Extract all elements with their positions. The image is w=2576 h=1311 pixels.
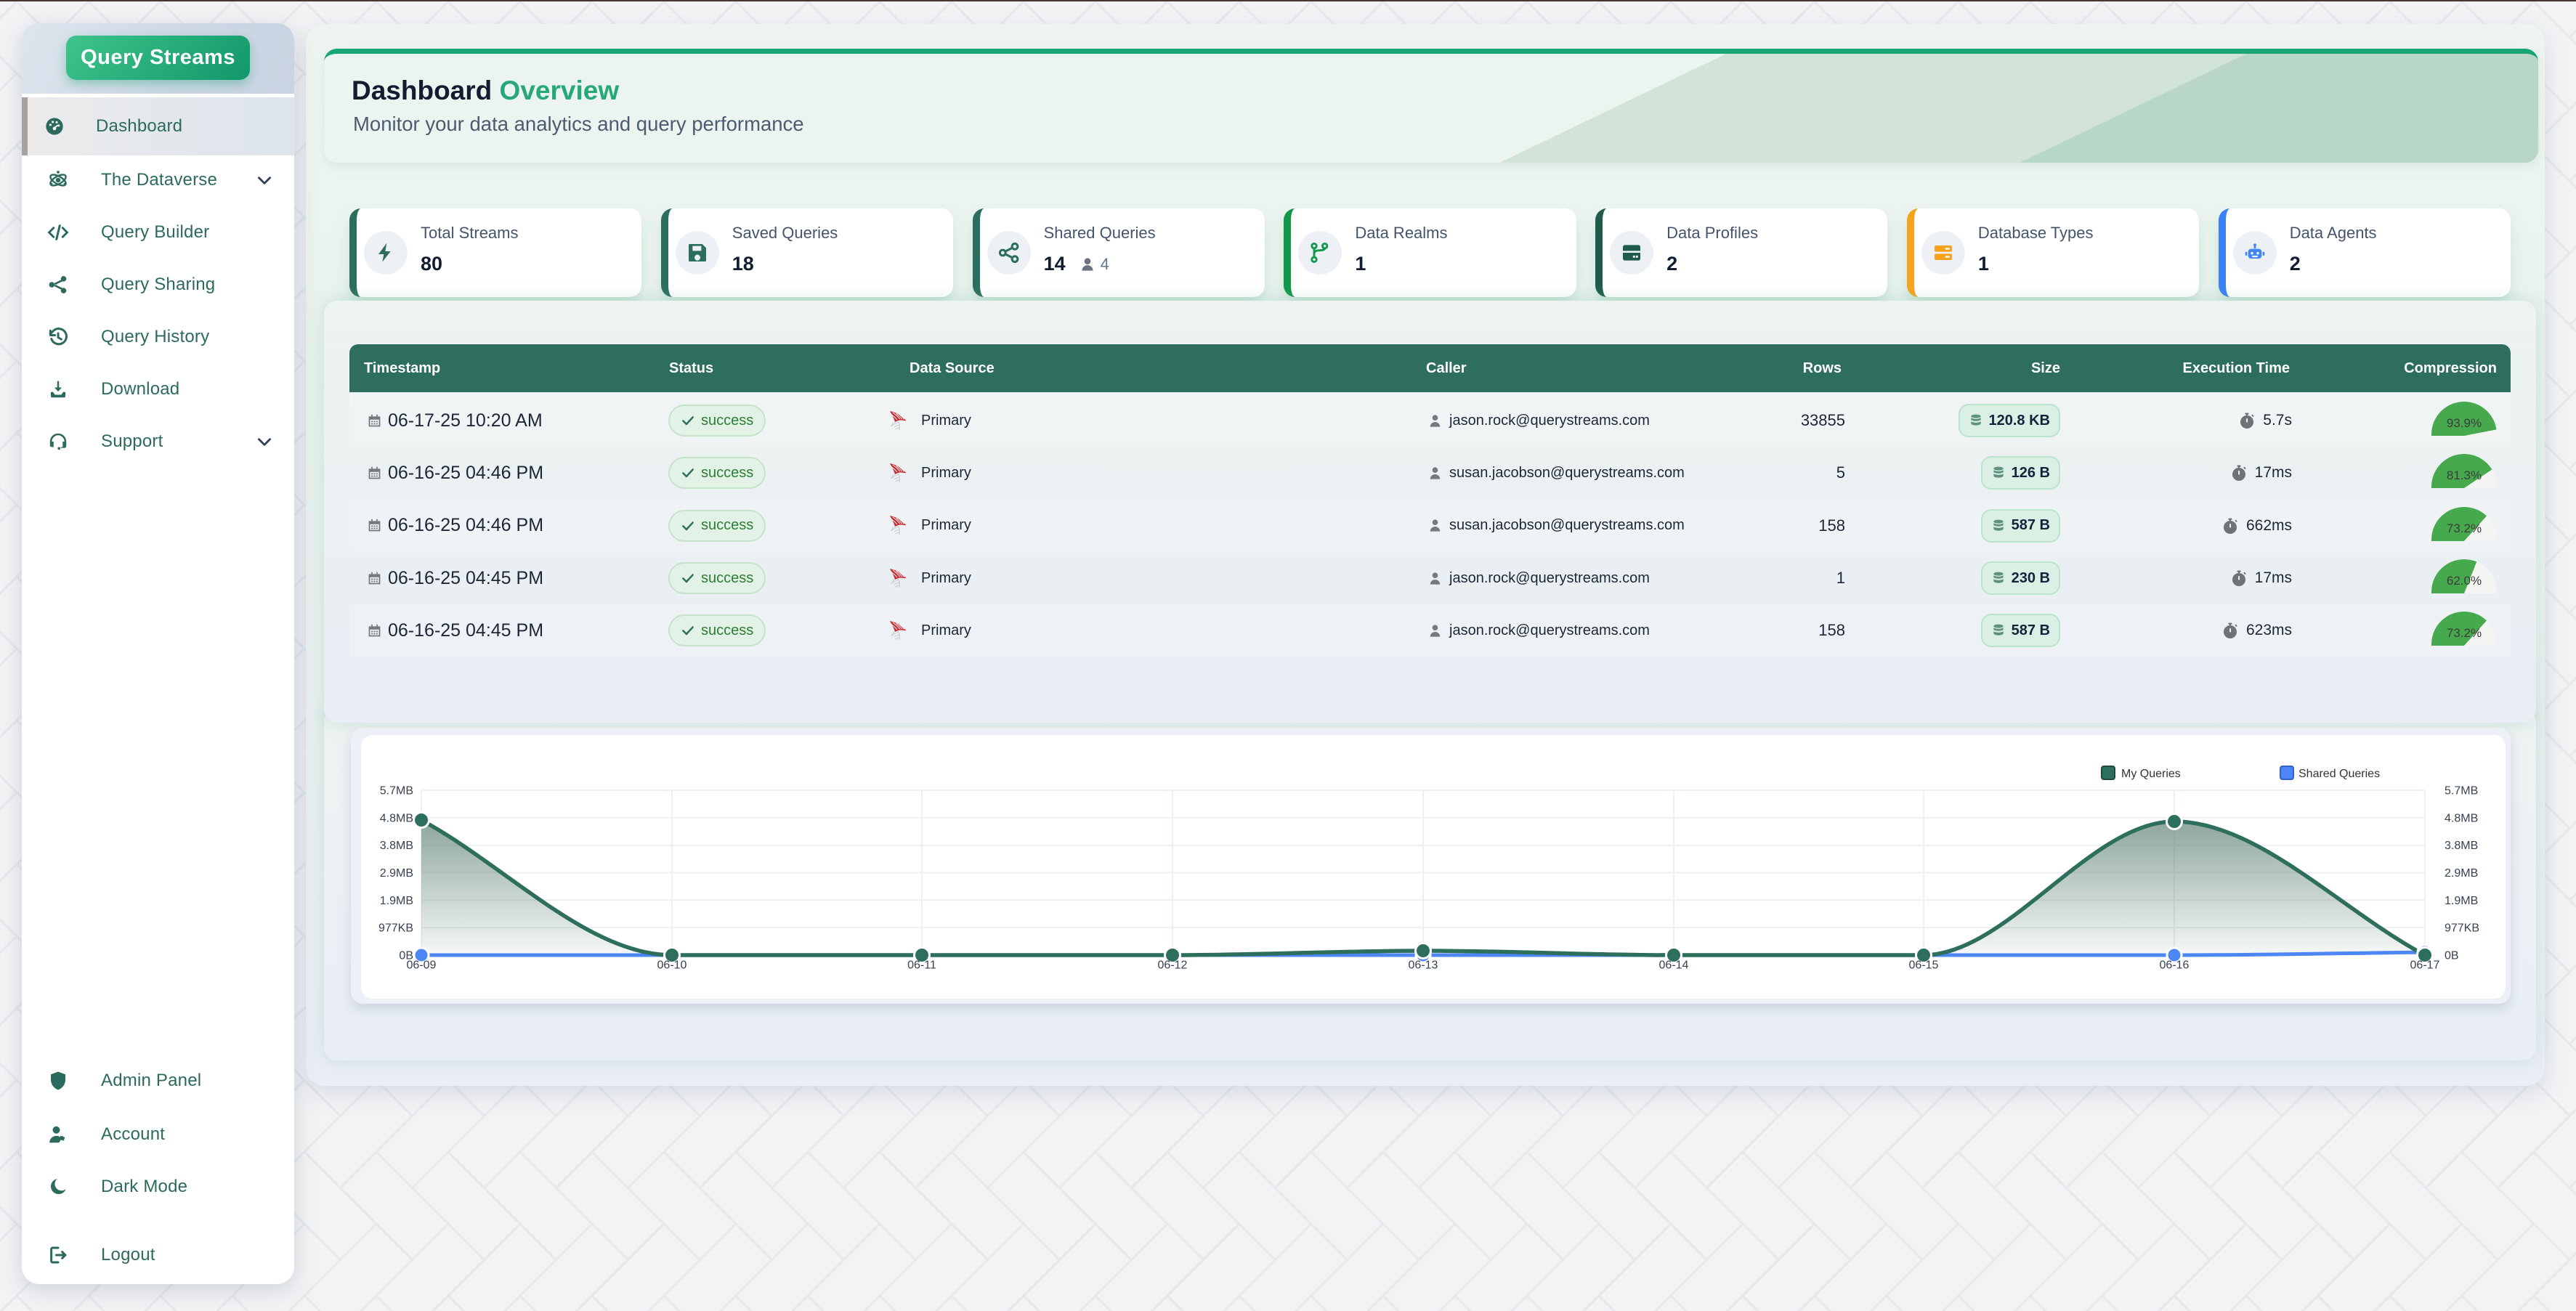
svg-text:2.9MB: 2.9MB bbox=[2445, 867, 2478, 880]
svg-text:06-11: 06-11 bbox=[907, 959, 936, 972]
svg-text:5.7MB: 5.7MB bbox=[380, 785, 413, 797]
svg-text:2.9MB: 2.9MB bbox=[380, 867, 413, 880]
svg-text:06-17: 06-17 bbox=[2410, 959, 2440, 972]
svg-text:My Queries: My Queries bbox=[2121, 768, 2181, 780]
svg-text:06-13: 06-13 bbox=[1409, 959, 1438, 972]
svg-text:06-14: 06-14 bbox=[1659, 959, 1689, 972]
svg-text:4.8MB: 4.8MB bbox=[2445, 812, 2478, 824]
svg-text:06-12: 06-12 bbox=[1158, 959, 1188, 972]
svg-text:3.8MB: 3.8MB bbox=[380, 840, 413, 852]
svg-text:0B: 0B bbox=[2445, 950, 2459, 962]
svg-text:5.7MB: 5.7MB bbox=[2445, 785, 2478, 797]
svg-text:06-09: 06-09 bbox=[407, 959, 437, 972]
svg-text:0B: 0B bbox=[399, 950, 413, 962]
svg-text:06-16: 06-16 bbox=[2160, 959, 2190, 972]
svg-text:1.9MB: 1.9MB bbox=[380, 895, 413, 907]
svg-text:977KB: 977KB bbox=[2445, 922, 2479, 935]
svg-text:977KB: 977KB bbox=[378, 922, 413, 935]
svg-text:1.9MB: 1.9MB bbox=[2445, 895, 2478, 907]
svg-text:Shared Queries: Shared Queries bbox=[2298, 768, 2380, 780]
svg-text:06-10: 06-10 bbox=[657, 959, 687, 972]
svg-text:4.8MB: 4.8MB bbox=[380, 812, 413, 824]
svg-text:3.8MB: 3.8MB bbox=[2445, 840, 2478, 852]
svg-text:06-15: 06-15 bbox=[1909, 959, 1939, 972]
